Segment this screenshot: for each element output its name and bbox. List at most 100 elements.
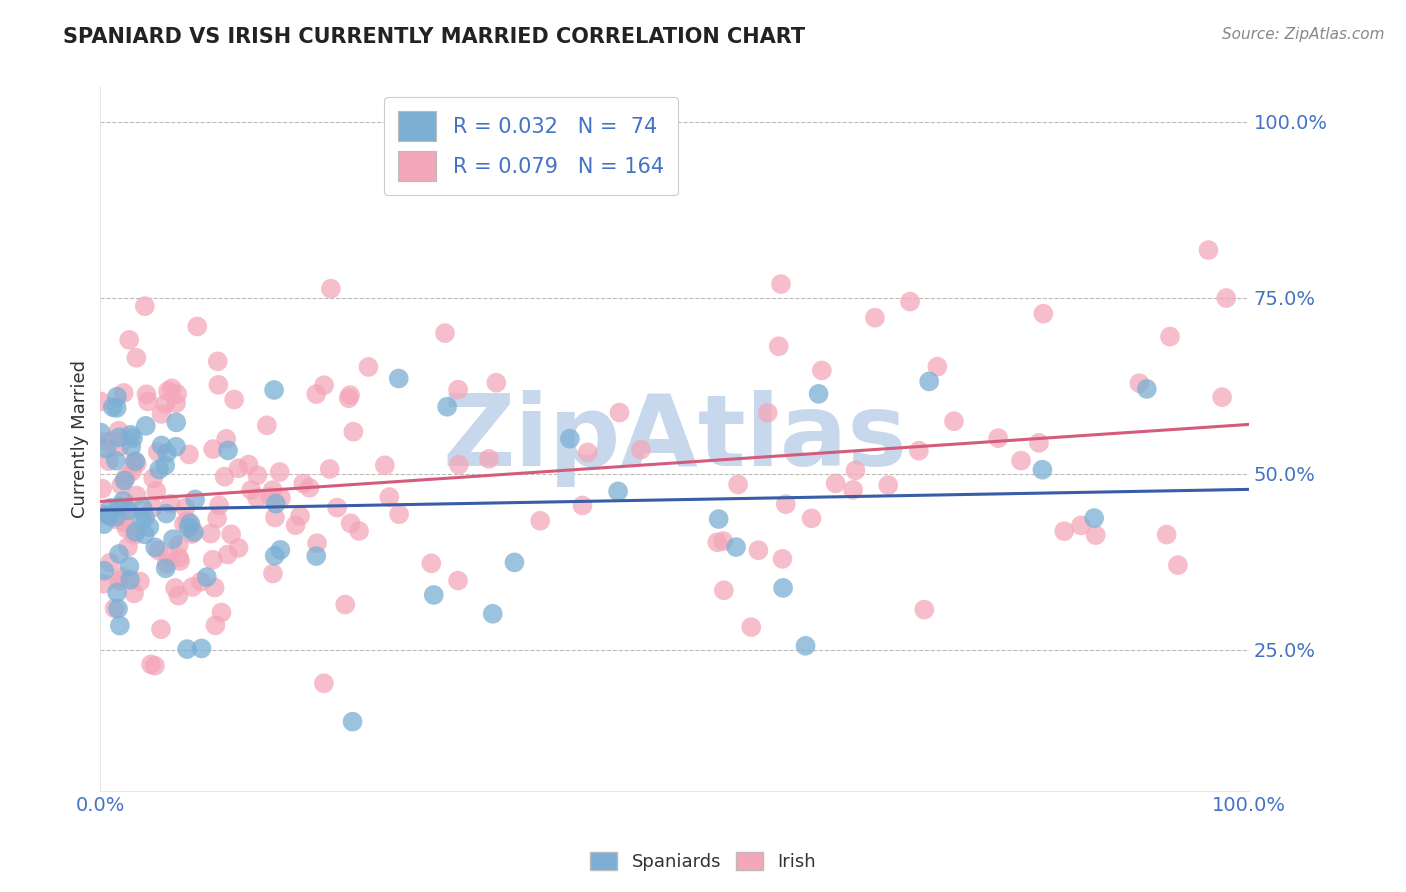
Point [770, 552, 793, 566]
Point [339, 388, 361, 402]
Point [167, 538, 190, 552]
Point [725, 540, 748, 554]
Point [150, 407, 173, 421]
Point [150, 622, 173, 636]
Point [184, 492, 207, 507]
Point [319, 462, 342, 476]
Point [177, 447, 200, 461]
Point [118, 559, 141, 574]
Point [769, 277, 792, 291]
Point [122, 456, 145, 470]
Point [117, 503, 139, 517]
Point [108, 440, 131, 454]
Point [207, 377, 229, 392]
Point [436, 400, 458, 414]
Point [298, 481, 321, 495]
Point [177, 521, 200, 535]
Point [104, 453, 127, 467]
Point [125, 351, 148, 365]
Point [125, 457, 148, 471]
Point [118, 573, 141, 587]
Point [259, 490, 281, 504]
Point [842, 483, 865, 497]
Point [1159, 329, 1181, 343]
Text: ZipAtlas: ZipAtlas [441, 390, 907, 487]
Point [90, 425, 112, 440]
Point [176, 642, 198, 657]
Point [481, 607, 503, 621]
Point [108, 430, 131, 444]
Point [558, 432, 581, 446]
Point [918, 375, 941, 389]
Point [219, 527, 242, 541]
Point [190, 641, 212, 656]
Point [478, 451, 501, 466]
Point [912, 602, 935, 616]
Point [307, 536, 329, 550]
Point [772, 581, 794, 595]
Point [246, 491, 269, 505]
Point [159, 497, 181, 511]
Point [129, 574, 152, 589]
Point [167, 550, 190, 565]
Point [167, 589, 190, 603]
Point [288, 508, 311, 523]
Point [1084, 528, 1107, 542]
Point [270, 491, 292, 505]
Point [1010, 453, 1032, 467]
Point [180, 519, 202, 533]
Point [607, 484, 630, 499]
Point [529, 514, 551, 528]
Point [157, 549, 180, 564]
Point [378, 490, 401, 504]
Point [898, 294, 921, 309]
Point [143, 541, 166, 555]
Point [800, 511, 823, 525]
Point [727, 477, 749, 491]
Point [207, 354, 229, 368]
Point [90, 507, 112, 521]
Point [447, 383, 470, 397]
Point [208, 499, 231, 513]
Point [630, 442, 652, 457]
Point [112, 516, 135, 530]
Point [811, 363, 834, 377]
Point [240, 483, 263, 497]
Point [93, 576, 115, 591]
Y-axis label: Currently Married: Currently Married [72, 359, 89, 517]
Text: Source: ZipAtlas.com: Source: ZipAtlas.com [1222, 27, 1385, 42]
Point [173, 516, 195, 531]
Point [107, 601, 129, 615]
Point [1028, 436, 1050, 450]
Point [131, 512, 153, 526]
Point [264, 510, 287, 524]
Point [124, 528, 146, 542]
Point [292, 476, 315, 491]
Point [157, 384, 180, 398]
Point [357, 359, 380, 374]
Point [447, 458, 470, 472]
Point [319, 282, 342, 296]
Point [122, 586, 145, 600]
Point [1136, 382, 1159, 396]
Point [447, 574, 470, 588]
Point [96, 442, 118, 456]
Point [98, 508, 121, 522]
Point [740, 620, 762, 634]
Point [877, 478, 900, 492]
Point [256, 418, 278, 433]
Point [485, 376, 508, 390]
Point [217, 443, 239, 458]
Point [1156, 527, 1178, 541]
Point [224, 392, 246, 407]
Point [1032, 307, 1054, 321]
Point [1031, 463, 1053, 477]
Point [342, 425, 364, 439]
Point [138, 520, 160, 534]
Point [181, 527, 204, 541]
Point [201, 552, 224, 566]
Point [756, 406, 779, 420]
Point [111, 570, 134, 584]
Point [503, 555, 526, 569]
Point [388, 371, 411, 385]
